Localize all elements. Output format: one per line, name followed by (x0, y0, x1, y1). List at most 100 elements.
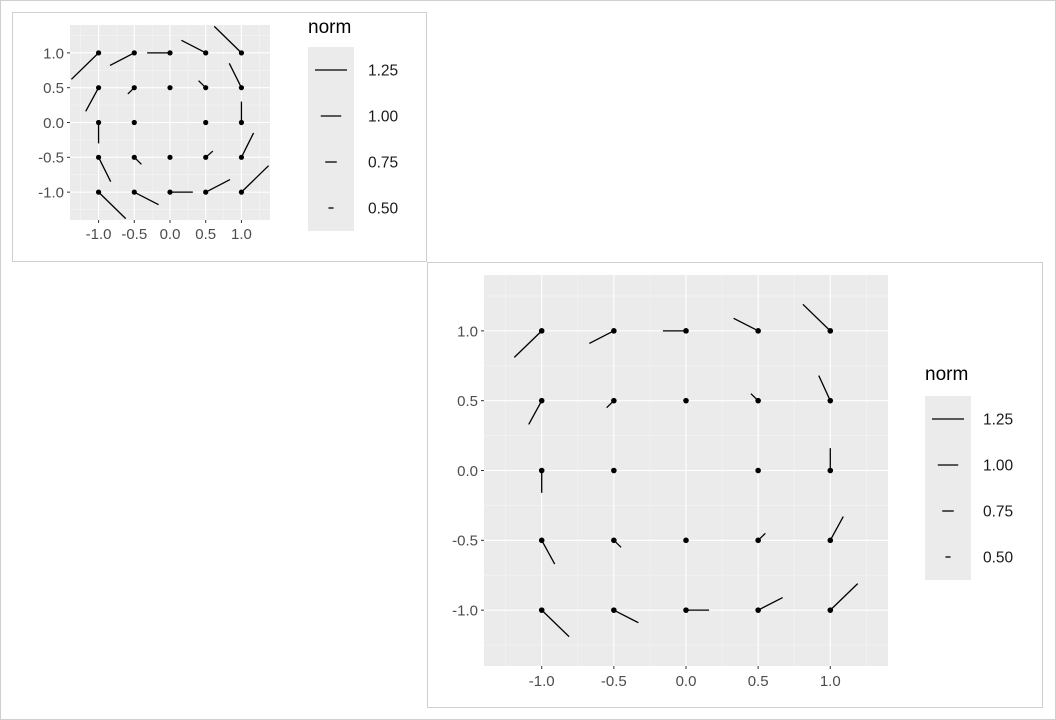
data-point (827, 607, 834, 613)
data-point (827, 467, 834, 474)
vector-segment (733, 317, 759, 332)
data-point (827, 537, 834, 544)
data-point (167, 189, 173, 195)
data-point (611, 328, 617, 334)
data-point (95, 119, 102, 126)
data-point (755, 537, 761, 544)
y-tick-label: -0.5 (452, 533, 478, 550)
legend-key-background (308, 47, 354, 231)
legend-title: norm (308, 17, 351, 38)
data-point (238, 154, 245, 160)
vector-segment (213, 25, 242, 54)
legend-label: 0.50 (368, 201, 399, 218)
data-point (683, 537, 689, 544)
data-point (538, 537, 545, 544)
vector-segment (541, 540, 556, 565)
vector-segment (802, 303, 831, 332)
x-tick-label: 0.0 (160, 226, 181, 243)
legend-label: 1.25 (368, 63, 398, 80)
vector-segment (240, 165, 270, 193)
x-tick-label: -0.5 (601, 673, 627, 690)
y-tick-label: -1.0 (38, 185, 64, 202)
data-point (683, 607, 689, 613)
data-point (538, 607, 545, 613)
y-tick-label: -0.5 (38, 150, 64, 167)
data-point (611, 397, 617, 404)
legend-label: 0.75 (368, 155, 398, 172)
data-point (827, 328, 834, 334)
vector-segment (818, 375, 831, 401)
data-point (538, 328, 545, 334)
data-point (167, 50, 173, 56)
data-point (827, 397, 834, 404)
data-point (611, 537, 617, 544)
data-point (238, 119, 245, 126)
legend-label: 1.00 (983, 458, 1014, 475)
vector-segment (98, 191, 127, 220)
data-point (167, 85, 173, 91)
data-point (95, 50, 102, 56)
legend-label: 1.00 (368, 109, 399, 126)
y-tick-label: 0.0 (43, 115, 64, 132)
legend-label: 1.25 (983, 412, 1013, 429)
x-tick-label: -1.0 (86, 226, 112, 243)
data-point (95, 189, 102, 195)
data-point (611, 467, 617, 474)
y-tick-label: -1.0 (452, 603, 478, 620)
plot-large-svg: -1.0 -0.5 0.0 0.5 1.0 -1.0 -0.5 0.0 0.5 1.0 norm 1.… (452, 275, 1014, 690)
legend-label: 0.75 (983, 504, 1013, 521)
legend-key-background (925, 396, 971, 580)
vector-segment (613, 609, 639, 624)
x-tick-label: 0.0 (676, 673, 697, 690)
vector-field-plot-small: -1.0 -0.5 0.0 0.5 1.0 -1.0 -0.5 0.0 0.5 1.0 norm 1.… (12, 12, 427, 262)
x-tick-label: -1.0 (529, 673, 555, 690)
x-tick-label: 1.0 (231, 226, 252, 243)
data-point (238, 189, 245, 195)
data-point (683, 397, 689, 404)
vector-segment (528, 400, 543, 425)
data-point (538, 397, 545, 404)
data-point (131, 50, 137, 56)
data-point (203, 50, 209, 56)
y-tick-label: 0.5 (457, 393, 478, 410)
vector-segment (829, 516, 844, 541)
y-tick-label: 1.0 (457, 323, 478, 340)
vector-segment (109, 52, 135, 66)
data-point (167, 154, 173, 160)
data-point (203, 85, 209, 91)
data-point (238, 50, 245, 56)
x-tick-label: 1.0 (820, 673, 841, 690)
y-tick-label: 1.0 (43, 45, 64, 62)
data-point (538, 467, 545, 474)
data-point (131, 119, 137, 126)
data-point (95, 85, 102, 91)
data-point (755, 328, 761, 334)
vector-segment (513, 330, 543, 358)
vector-segment (205, 179, 231, 193)
data-point (95, 154, 102, 160)
vector-field-plot-large: -1.0 -0.5 0.0 0.5 1.0 -1.0 -0.5 0.0 0.5 1.0 norm 1.… (427, 262, 1043, 708)
vector-segment (133, 191, 159, 206)
x-tick-label: -0.5 (121, 226, 147, 243)
y-tick-label: 0.5 (43, 80, 64, 97)
vector-segment (181, 39, 207, 54)
data-point (683, 328, 689, 334)
data-point (755, 467, 761, 474)
plot-small-svg: -1.0 -0.5 0.0 0.5 1.0 -1.0 -0.5 0.0 0.5 1.0 norm 1.… (38, 17, 399, 243)
legend-title: norm (925, 364, 968, 385)
data-point (203, 119, 209, 126)
data-point (203, 154, 209, 160)
vector-segment (829, 583, 859, 611)
data-point (755, 397, 761, 404)
x-tick-label: 0.5 (195, 226, 216, 243)
x-tick-label: 0.5 (748, 673, 769, 690)
y-tick-label: 0.0 (457, 463, 478, 480)
vector-segment (85, 87, 100, 112)
data-point (611, 607, 617, 613)
vector-segment (240, 132, 255, 158)
vector-segment (70, 52, 100, 80)
data-point (131, 189, 137, 195)
data-point (238, 85, 245, 91)
data-point (755, 607, 761, 613)
legend-label: 0.50 (983, 550, 1014, 567)
